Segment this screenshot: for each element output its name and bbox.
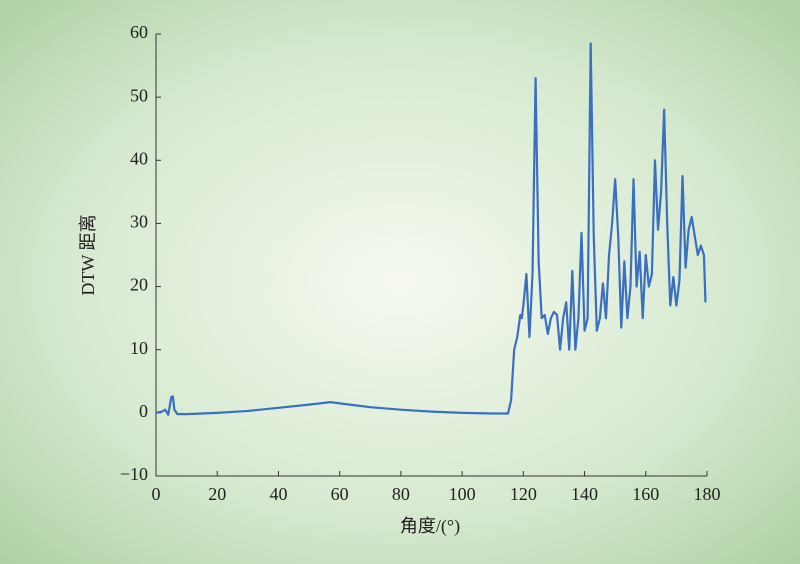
x-tick-label: 180	[694, 484, 721, 504]
x-tick-label: 120	[510, 484, 537, 504]
y-tick-label: 20	[130, 275, 148, 295]
x-tick-label: 140	[571, 484, 598, 504]
y-tick-label: 50	[130, 85, 148, 105]
x-axis-label: 角度/(°)	[400, 516, 460, 537]
x-tick-label: 20	[208, 484, 226, 504]
x-tick-label: 100	[449, 484, 476, 504]
y-tick-label: −10	[120, 464, 148, 484]
y-tick-label: 40	[130, 148, 148, 168]
y-tick-label: 10	[130, 338, 148, 358]
x-tick-label: 80	[392, 484, 410, 504]
y-axis-label: DTW 距离	[78, 214, 98, 295]
x-tick-label: 0	[152, 484, 161, 504]
x-tick-label: 40	[269, 484, 287, 504]
y-tick-label: 60	[130, 22, 148, 42]
x-tick-label: 60	[331, 484, 349, 504]
x-tick-label: 160	[632, 484, 659, 504]
y-tick-label: 30	[130, 212, 148, 232]
y-tick-label: 0	[139, 401, 148, 421]
data-line	[155, 42, 707, 416]
